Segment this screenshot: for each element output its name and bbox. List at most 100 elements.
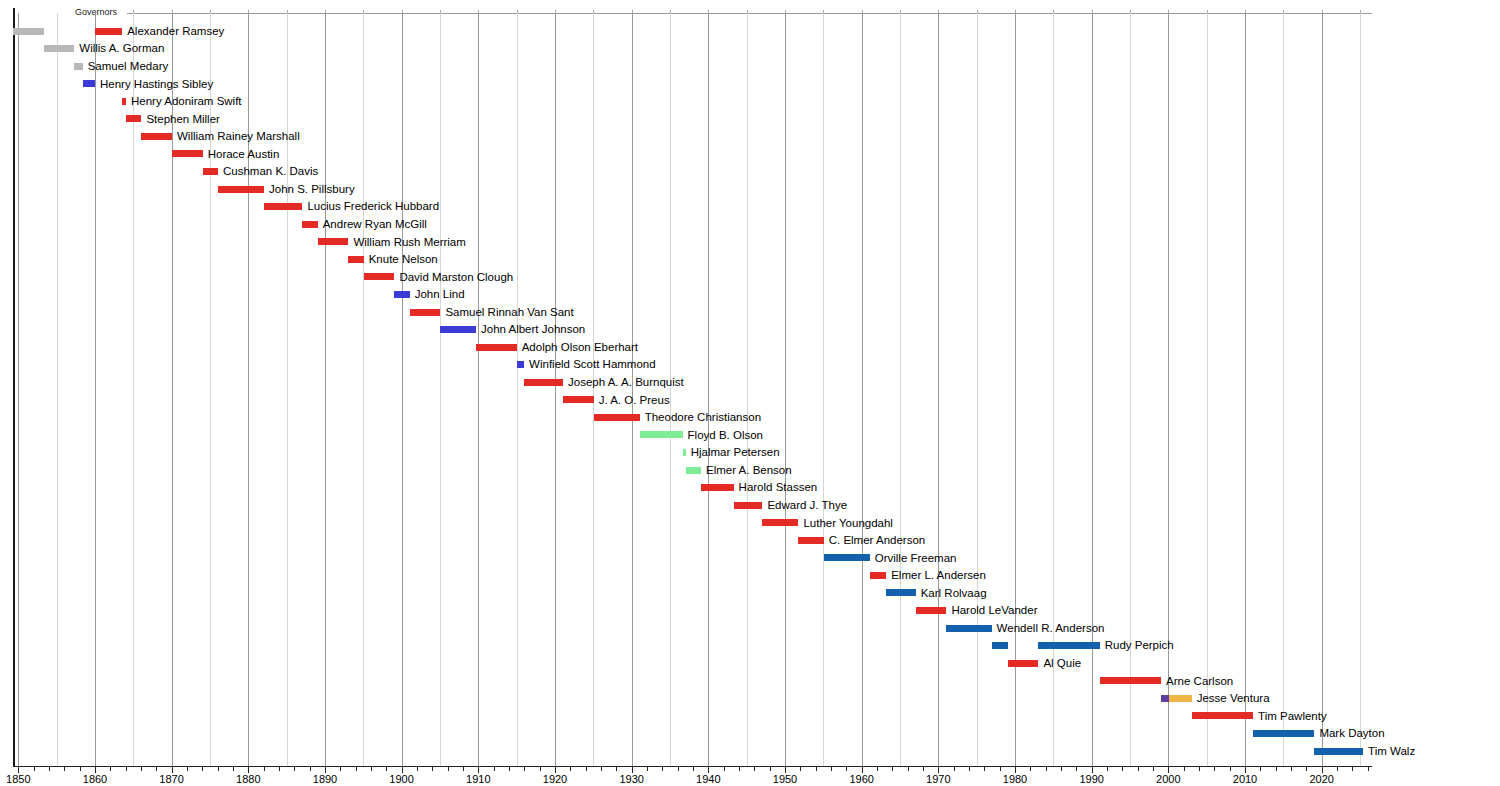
x-axis-minor-tick [1337, 767, 1338, 771]
gridline-5yr [440, 13, 441, 766]
governor-term-bar [992, 642, 1008, 649]
top-tick [1207, 10, 1208, 13]
x-axis-tick-label: 1920 [543, 773, 567, 785]
top-tick [1283, 10, 1284, 13]
x-axis-minor-tick [1030, 767, 1031, 771]
gridline-5yr [1053, 13, 1054, 766]
governor-term-bar [916, 607, 947, 614]
governor-term-bar [640, 431, 683, 438]
governor-name-label: Mark Dayton [1319, 728, 1384, 740]
gridline-5yr [593, 13, 594, 766]
governor-term-bar [318, 238, 349, 245]
gridline-decade [478, 13, 479, 766]
top-tick [440, 10, 441, 13]
governor-name-label: Cushman K. Davis [223, 166, 318, 178]
x-axis-tick-label: 2020 [1309, 773, 1333, 785]
x-axis-tick-label: 1890 [313, 773, 337, 785]
governor-term-bar [1169, 695, 1192, 702]
governor-name-label: Harold Stassen [739, 482, 818, 494]
governor-term-bar [302, 221, 317, 228]
top-tick [1245, 10, 1246, 13]
governor-name-label: Karl Rolvaag [921, 588, 987, 600]
gridline-decade [1015, 13, 1016, 766]
governor-term-bar [594, 414, 640, 421]
governor-name-label: Orville Freeman [875, 553, 957, 565]
governor-term-bar [122, 98, 126, 105]
gridline-decade [402, 13, 403, 766]
gridline-decade [862, 13, 863, 766]
governor-name-label: Edward J. Thye [767, 500, 847, 512]
x-axis-minor-tick [356, 767, 357, 771]
governor-term-bar [172, 150, 203, 157]
governor-term-bar [95, 28, 122, 35]
top-tick [1360, 10, 1361, 13]
governor-term-bar [524, 379, 563, 386]
top-tick [248, 10, 249, 13]
x-axis-minor-tick [371, 767, 372, 771]
x-axis-minor-tick [739, 767, 740, 771]
x-axis-minor-tick [524, 767, 525, 771]
governor-name-label: Elmer A. Benson [706, 465, 792, 477]
x-axis-tick-label: 1970 [926, 773, 950, 785]
top-tick [862, 10, 863, 13]
top-tick [593, 10, 594, 13]
x-axis-minor-tick [1276, 767, 1277, 771]
x-axis-minor-tick [1291, 767, 1292, 771]
gridline-5yr [363, 13, 364, 766]
x-axis-tick-label: 1880 [236, 773, 260, 785]
gridline-5yr [1130, 13, 1131, 766]
governor-term-bar [126, 115, 141, 122]
x-axis-tick-label: 1910 [466, 773, 490, 785]
gridline-5yr [57, 13, 58, 766]
governor-name-label: Samuel Medary [88, 61, 169, 73]
governor-term-bar [798, 537, 823, 544]
x-axis-minor-tick [509, 767, 510, 771]
top-tick [325, 10, 326, 13]
x-axis-minor-tick [264, 767, 265, 771]
x-axis-minor-tick [233, 767, 234, 771]
x-axis-minor-tick [1046, 767, 1047, 771]
top-tick [977, 10, 978, 13]
governor-name-label: Floyd B. Olson [688, 430, 763, 442]
plot-left-border [13, 8, 15, 766]
governor-term-bar [517, 361, 524, 368]
x-axis-minor-tick [1306, 767, 1307, 771]
governor-term-bar [870, 572, 887, 579]
x-axis-minor-tick [110, 767, 111, 771]
gridline-decade [248, 13, 249, 766]
governor-name-label: William Rush Merriam [353, 237, 465, 249]
governor-term-bar [440, 326, 476, 333]
x-axis-minor-tick [831, 767, 832, 771]
x-axis-tick-label: 1930 [619, 773, 643, 785]
governor-term-bar [762, 519, 798, 526]
governors-timeline-chart: Governors Alexander RamseyWillis A. Gorm… [0, 0, 1500, 786]
governor-term-bar [394, 291, 409, 298]
governor-term-bar [1314, 748, 1363, 755]
x-axis-minor-tick [1107, 767, 1108, 771]
x-axis-minor-tick [984, 767, 985, 771]
chart-title: Governors [75, 7, 117, 17]
governor-name-label: John Albert Johnson [481, 324, 585, 336]
x-axis-minor-tick [754, 767, 755, 771]
gridline-5yr [1360, 13, 1361, 766]
x-axis-minor-tick [310, 767, 311, 771]
x-axis-tick-label: 1850 [6, 773, 30, 785]
x-axis-minor-tick [432, 767, 433, 771]
governor-term-bar [13, 28, 44, 35]
x-axis-tick-label: 1960 [849, 773, 873, 785]
x-axis-tick-label: 1860 [83, 773, 107, 785]
top-tick [900, 10, 901, 13]
x-axis-minor-tick [1153, 767, 1154, 771]
top-tick [172, 10, 173, 13]
governor-term-bar [824, 554, 870, 561]
governor-term-bar [734, 502, 763, 509]
governor-name-label: Arne Carlson [1166, 676, 1233, 688]
top-tick [938, 10, 939, 13]
governor-term-bar [1253, 730, 1314, 737]
governor-term-bar [701, 484, 734, 491]
x-axis-minor-tick [770, 767, 771, 771]
x-axis-minor-tick [800, 767, 801, 771]
x-axis-minor-tick [463, 767, 464, 771]
gridline-decade [555, 13, 556, 766]
governor-term-bar [1161, 695, 1169, 702]
